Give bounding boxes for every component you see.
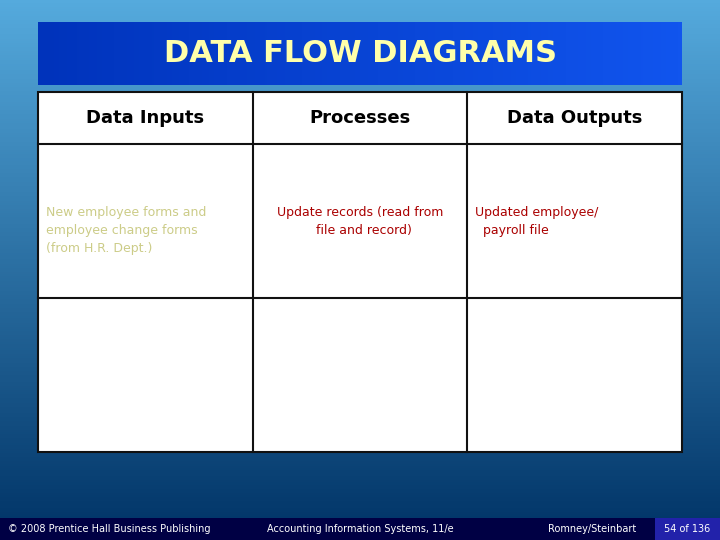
FancyBboxPatch shape [655, 518, 720, 540]
Text: Data Outputs: Data Outputs [507, 109, 642, 127]
Text: New employee forms and
employee change forms
(from H.R. Dept.): New employee forms and employee change f… [46, 206, 207, 255]
Text: DATA FLOW DIAGRAMS: DATA FLOW DIAGRAMS [163, 39, 557, 68]
Text: Romney/Steinbart: Romney/Steinbart [548, 524, 636, 534]
Text: 54 of 136: 54 of 136 [665, 524, 711, 534]
Text: Processes: Processes [310, 109, 410, 127]
FancyBboxPatch shape [38, 92, 682, 452]
Text: © 2008 Prentice Hall Business Publishing: © 2008 Prentice Hall Business Publishing [8, 524, 210, 534]
Text: Updated employee/
  payroll file: Updated employee/ payroll file [475, 206, 599, 237]
FancyBboxPatch shape [0, 518, 720, 540]
Text: Accounting Information Systems, 11/e: Accounting Information Systems, 11/e [266, 524, 454, 534]
Text: Update records (read from
  file and record): Update records (read from file and recor… [276, 206, 444, 237]
Text: Data Inputs: Data Inputs [86, 109, 204, 127]
